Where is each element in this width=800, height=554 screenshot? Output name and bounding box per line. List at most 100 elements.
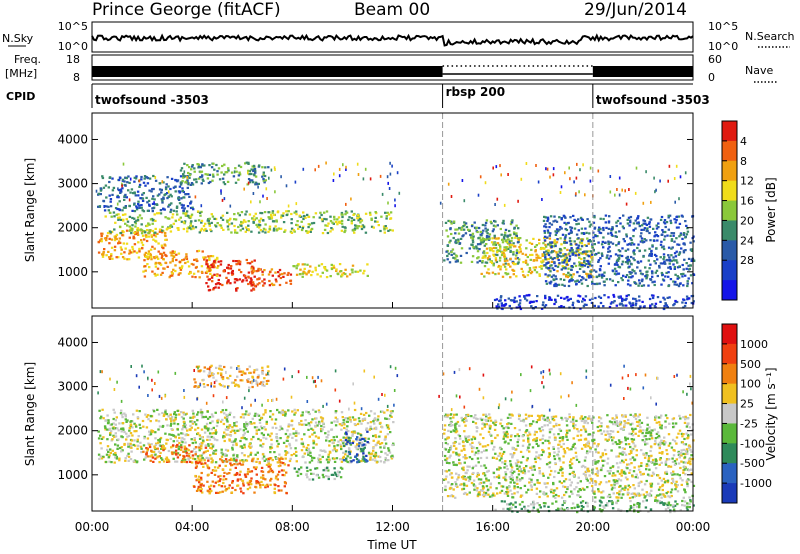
heatmap-cell: [529, 253, 532, 257]
heatmap-cell: [549, 215, 553, 218]
heatmap-cell: [135, 409, 139, 412]
heatmap-cell: [120, 413, 124, 416]
heatmap-cell: [130, 420, 133, 423]
heatmap-cell: [590, 479, 593, 482]
heatmap-cell: [182, 426, 185, 429]
heatmap-cell: [199, 176, 202, 179]
heatmap-cell: [459, 254, 463, 257]
heatmap-cell: [617, 241, 621, 244]
heatmap-cell: [389, 211, 393, 214]
heatmap-cell: [225, 171, 229, 174]
heatmap-cell: [685, 233, 689, 236]
heatmap-cell: [233, 429, 236, 432]
heatmap-cell: [485, 219, 489, 222]
heatmap-cell: [333, 445, 336, 448]
heatmap-cell: [112, 417, 115, 421]
heatmap-cell: [589, 274, 592, 277]
heatmap-cell: [454, 257, 457, 260]
heatmap-cell: [103, 209, 107, 212]
heatmap-cell: [305, 446, 308, 449]
heatmap-cell: [475, 245, 478, 248]
heatmap-cell: [200, 227, 204, 230]
heatmap-cell: [512, 263, 516, 266]
heatmap-cell: [544, 258, 547, 261]
heatmap-cell: [296, 220, 299, 223]
heatmap-cell: [249, 451, 253, 454]
heatmap-cell: [99, 189, 103, 192]
heatmap-cell: [139, 426, 142, 430]
heatmap-cell: [194, 219, 197, 222]
heatmap-cell: [220, 411, 223, 414]
heatmap-cell: [253, 284, 257, 287]
heatmap-cell: [164, 410, 167, 413]
heatmap-cell: [151, 210, 154, 213]
heatmap-cell: [245, 424, 248, 427]
heatmap-cell: [599, 301, 603, 305]
heatmap-cell: [295, 431, 298, 434]
heatmap-cell: [664, 262, 667, 265]
heatmap-cell: [159, 273, 163, 276]
heatmap-cell: [153, 247, 156, 250]
heatmap-cell: [589, 223, 592, 226]
heatmap-cell: [345, 211, 349, 214]
heatmap-cell: [267, 465, 270, 468]
heatmap-cell: [317, 457, 320, 460]
heatmap-cell: [116, 207, 119, 211]
heatmap-cell: [369, 213, 372, 216]
heatmap-cell: [387, 447, 390, 450]
heatmap-cell: [140, 232, 144, 235]
heatmap-cell: [233, 281, 237, 284]
heatmap-cell: [178, 453, 182, 457]
heatmap-cell: [105, 239, 108, 242]
heatmap-cell: [460, 226, 464, 229]
heatmap-cell: [225, 460, 228, 463]
heatmap-cell: [109, 231, 113, 234]
heatmap-cell: [357, 438, 360, 441]
heatmap-cell: [625, 202, 628, 206]
heatmap-cell: [129, 432, 133, 435]
heatmap-cell: [341, 440, 344, 443]
heatmap-cell: [108, 460, 111, 463]
heatmap-cell: [135, 175, 138, 178]
heatmap-cell: [528, 477, 531, 480]
heatmap-cell: [391, 456, 395, 459]
heatmap-cell: [253, 166, 256, 169]
heatmap-cell: [396, 171, 399, 175]
heatmap-cell: [473, 453, 477, 456]
heatmap-cell: [335, 474, 339, 478]
heatmap-cell: [246, 183, 249, 186]
heatmap-cell: [239, 229, 242, 232]
heatmap-cell: [295, 223, 298, 226]
heatmap-cell: [625, 294, 628, 297]
heatmap-cell: [463, 223, 466, 226]
heatmap-cell: [301, 414, 304, 417]
heatmap-cell: [675, 215, 679, 218]
heatmap-cell: [388, 451, 392, 454]
heatmap-cell: [465, 225, 469, 229]
heatmap-cell: [245, 410, 248, 413]
heatmap-cell: [321, 449, 324, 452]
heatmap-cell: [546, 216, 550, 219]
heatmap-cell: [391, 164, 393, 168]
heatmap-cell: [107, 456, 111, 459]
nsky-label: N.Sky: [2, 32, 34, 45]
heatmap-cell: [284, 411, 287, 414]
heatmap-cell: [157, 262, 160, 265]
heatmap-cell: [261, 453, 265, 456]
heatmap-cell: [628, 224, 631, 227]
heatmap-cell: [673, 240, 676, 243]
heatmap-cell: [232, 381, 236, 384]
heatmap-cell: [276, 408, 279, 412]
heatmap-cell: [628, 496, 632, 500]
heatmap-cell: [234, 260, 238, 263]
heatmap-cell: [482, 238, 486, 241]
heatmap-cell: [153, 213, 156, 216]
heatmap-cell: [639, 471, 642, 474]
heatmap-cell: [190, 228, 193, 231]
heatmap-cell: [366, 422, 370, 425]
heatmap-cell: [127, 175, 130, 178]
heatmap-cell: [479, 243, 482, 246]
heatmap-cell: [577, 300, 580, 303]
heatmap-cell: [272, 220, 276, 223]
heatmap-cell: [109, 451, 112, 454]
